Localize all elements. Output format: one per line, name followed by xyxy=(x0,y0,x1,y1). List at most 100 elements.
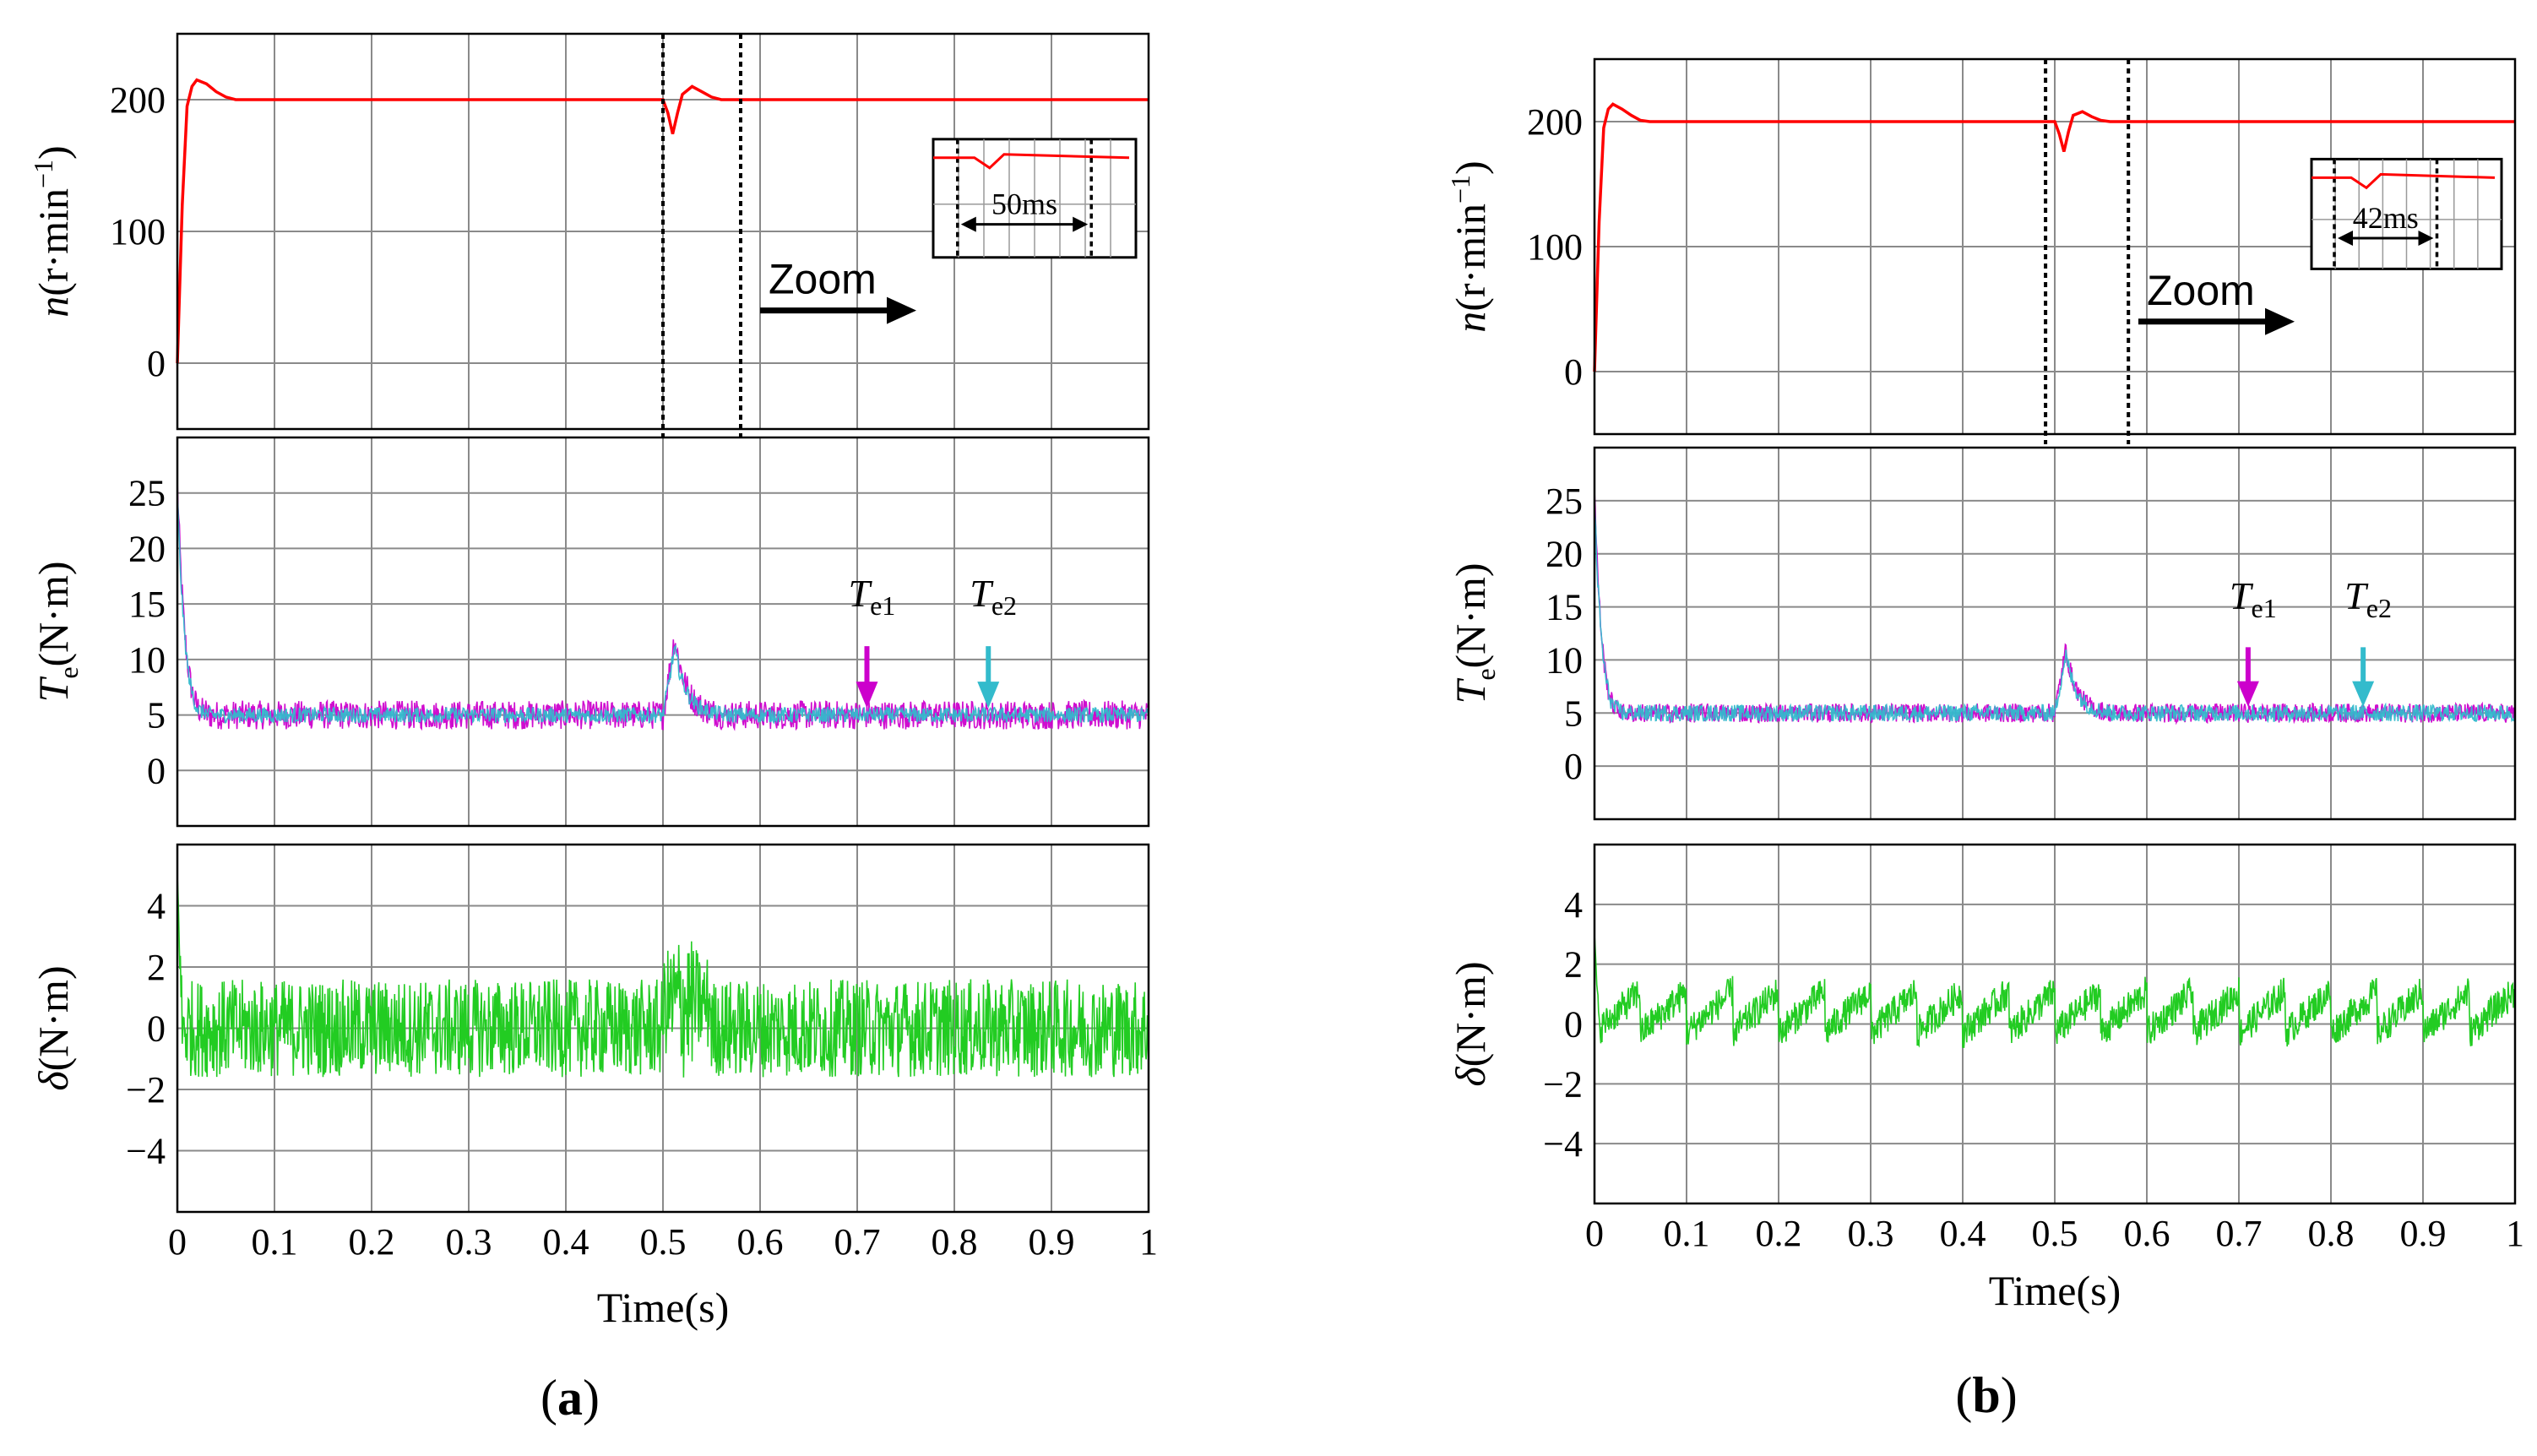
annotation-label-main: T xyxy=(2230,574,2254,617)
y-axis-label-close: ) xyxy=(30,145,77,160)
y-tick-label: −2 xyxy=(1543,1063,1583,1105)
y-tick-label: 10 xyxy=(1546,639,1583,681)
y-axis-label-sub: e xyxy=(53,666,84,678)
y-axis-label-symbol: n xyxy=(30,296,77,318)
x-tick-label: 0.7 xyxy=(2216,1213,2263,1254)
x-tick-label: 0 xyxy=(168,1221,187,1263)
x-tick-label: 0.8 xyxy=(932,1221,978,1263)
y-axis-label-unit: (r·min xyxy=(1447,204,1494,312)
y-tick-label: 0 xyxy=(147,750,166,791)
series-line-speed xyxy=(1593,102,2515,372)
zoom-duration-arrowhead xyxy=(960,216,976,232)
y-axis-label: Te(N·m) xyxy=(1447,563,1501,704)
plot-frame xyxy=(176,32,1150,431)
y-axis-label-close: ) xyxy=(1447,160,1494,175)
series-annotation-e1: Te1 xyxy=(2230,574,2277,707)
subplot-b-0: 0 100 200 Zoom 42ms n(r·min−1) xyxy=(1445,57,2517,444)
series-line-Te1 xyxy=(177,477,1149,731)
x-tick-label: 0.2 xyxy=(349,1221,395,1263)
annotation-label: Te2 xyxy=(970,572,1017,621)
x-tick-label: 1 xyxy=(2506,1213,2524,1254)
y-axis-label-unit: (N·m) xyxy=(30,562,77,667)
series-annotation-e2: Te2 xyxy=(970,572,1017,709)
zoom-duration-label: 50ms xyxy=(991,187,1057,221)
y-tick-label: 2 xyxy=(147,947,166,988)
annotation-label-main: T xyxy=(970,572,994,615)
zoom-arrow xyxy=(760,296,916,324)
zoom-label: Zoom xyxy=(2147,267,2255,314)
y-tick-label: 0 xyxy=(1564,351,1583,393)
y-axis-label: n(r·min−1) xyxy=(1445,160,1494,332)
plot-frame xyxy=(1593,843,2517,1205)
panel-label-letter: a xyxy=(557,1370,583,1426)
y-tick-label: 20 xyxy=(128,528,166,569)
zoom-arrow xyxy=(2138,307,2295,335)
x-tick-label: 0.2 xyxy=(1756,1213,1802,1254)
series-line-Te2 xyxy=(177,496,1149,725)
panel-label-close: ) xyxy=(583,1370,600,1426)
y-axis-label-symbol: T xyxy=(1447,677,1494,704)
y-tick-label: 0 xyxy=(147,343,166,384)
zoom-arrow-head xyxy=(2265,307,2295,335)
series-line-delta xyxy=(177,875,1149,1078)
x-tick-label: 0.6 xyxy=(737,1221,784,1263)
y-axis-label: δ(N·m) xyxy=(1447,961,1494,1086)
series-line-Te2 xyxy=(1594,506,2516,724)
y-tick-label: 25 xyxy=(128,473,166,514)
y-tick-label: −2 xyxy=(126,1069,166,1111)
x-tick-label: 0.9 xyxy=(1029,1221,1075,1263)
y-tick-label: 2 xyxy=(1564,944,1583,986)
y-tick-label: 15 xyxy=(1546,587,1583,628)
y-tick-label: 4 xyxy=(1564,884,1583,926)
series-annotation-e1: Te1 xyxy=(849,572,896,709)
y-tick-label: 0 xyxy=(1564,746,1583,787)
series-line-speed xyxy=(176,78,1149,364)
y-tick-label: 200 xyxy=(110,79,166,121)
y-axis-label: n(r·min−1) xyxy=(28,145,77,317)
zoom-label: Zoom xyxy=(769,256,877,303)
y-axis-label-symbol: n xyxy=(1447,312,1494,333)
plot-frame xyxy=(1593,446,2517,821)
y-axis-label: Te(N·m) xyxy=(30,562,84,703)
y-tick-label: 5 xyxy=(147,695,166,736)
zoom-duration-arrowhead xyxy=(1073,216,1089,232)
plot-frame xyxy=(176,843,1150,1214)
annotation-label: Te1 xyxy=(2230,574,2277,623)
y-tick-label: 200 xyxy=(1527,101,1583,143)
zoom-duration-label: 42ms xyxy=(2353,201,2419,235)
annotation-label-sub: e1 xyxy=(870,590,895,621)
y-axis-label-symbol: T xyxy=(30,676,77,702)
y-axis-label-unit: (N·m) xyxy=(30,965,77,1071)
x-tick-label: 1 xyxy=(1139,1221,1158,1263)
panel-label-letter: b xyxy=(1972,1367,2000,1423)
y-axis-label-exp: −1 xyxy=(28,160,58,188)
plot-frame xyxy=(1593,57,2517,436)
annotation-arrow-head xyxy=(2352,681,2375,707)
annotation-label: Te1 xyxy=(849,572,896,621)
zoom-duration-arrowhead xyxy=(2418,231,2434,246)
x-tick-label: 0.1 xyxy=(1664,1213,1710,1254)
x-tick-label: 0.6 xyxy=(2124,1213,2170,1254)
annotation-label-main: T xyxy=(849,572,873,615)
x-axis-label: Time(s) xyxy=(597,1284,730,1331)
y-tick-label: 0 xyxy=(147,1008,166,1050)
x-tick-label: 0.4 xyxy=(1940,1213,1986,1254)
x-tick-label: 0.7 xyxy=(834,1221,881,1263)
x-tick-label: 0.8 xyxy=(2308,1213,2355,1254)
y-tick-label: 15 xyxy=(128,584,166,625)
x-tick-label: 0.1 xyxy=(252,1221,298,1263)
x-tick-label: 0.5 xyxy=(640,1221,687,1263)
plot-frame xyxy=(176,436,1150,828)
x-axis-label: Time(s) xyxy=(1989,1267,2121,1314)
annotation-label-sub: e2 xyxy=(2366,593,2392,623)
y-axis-label-symbol: δ xyxy=(30,1071,77,1091)
y-tick-label: 100 xyxy=(110,211,166,253)
y-tick-label: 20 xyxy=(1546,534,1583,575)
zoom-arrow-head xyxy=(887,296,916,324)
y-axis-label-unit: (N·m) xyxy=(1447,563,1494,669)
annotation-arrow-head xyxy=(977,682,1000,709)
zoom-inset-curve xyxy=(933,153,1130,170)
annotation-arrow-head xyxy=(856,682,878,709)
panel-label-open: ( xyxy=(1955,1367,1972,1423)
